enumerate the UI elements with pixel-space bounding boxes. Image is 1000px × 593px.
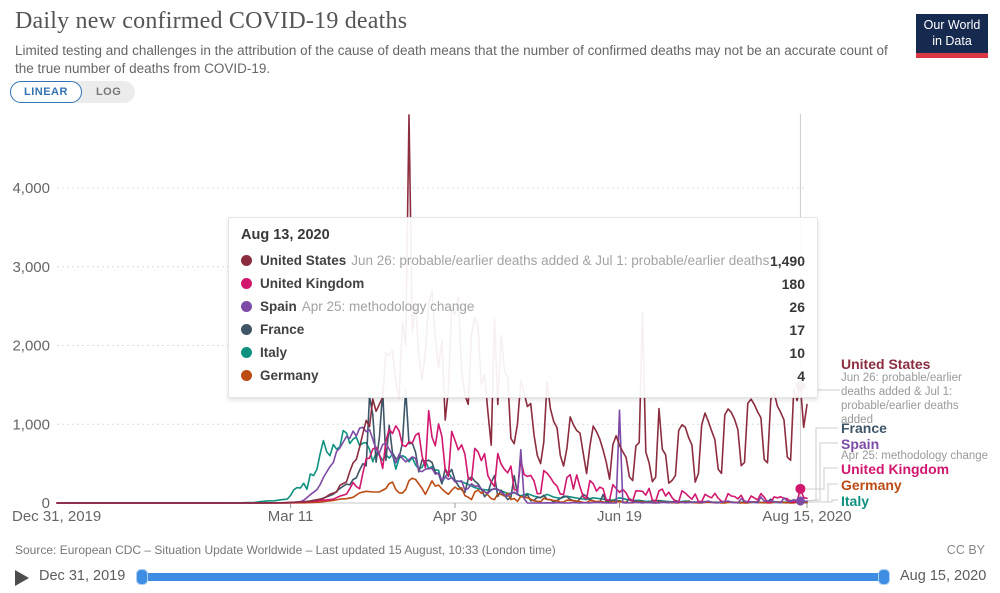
entity-note-spain: Apr 25: methodology change <box>841 450 989 462</box>
svg-text:0: 0 <box>42 495 50 512</box>
tooltip-date: Aug 13, 2020 <box>241 227 330 243</box>
tooltip-value: 1,490 <box>769 252 805 269</box>
svg-text:Aug 15, 2020: Aug 15, 2020 <box>762 508 851 525</box>
tooltip-row: United Kingdom 180 <box>241 272 805 295</box>
entity-label-germany[interactable]: Germany <box>841 477 902 493</box>
svg-text:Jun 19: Jun 19 <box>597 508 642 525</box>
tooltip-row: Spain Apr 25: methodology change 26 <box>241 295 805 318</box>
tooltip-value: 17 <box>789 321 805 338</box>
svg-text:4,000: 4,000 <box>12 180 50 197</box>
tooltip-note: Jun 26: probable/earlier deaths added & … <box>351 253 770 268</box>
hover-tooltip: Aug 13, 2020 United States Jun 26: proba… <box>228 217 818 398</box>
owid-logo-line1: Our World <box>923 18 981 32</box>
entity-label-spain[interactable]: Spain <box>841 436 880 452</box>
tooltip-note: Apr 25: methodology change <box>301 299 475 314</box>
chart-subtitle: Limited testing and challenges in the at… <box>15 43 888 76</box>
tooltip-country: Spain <box>260 299 297 314</box>
tooltip-country: Italy <box>260 345 288 360</box>
tooltip-row: Germany 4 <box>241 364 805 387</box>
source-note: Source: European CDC – Situation Update … <box>15 543 556 557</box>
tooltip-country: France <box>260 322 305 337</box>
tooltip-value: 4 <box>797 367 805 384</box>
tooltip-row: United States Jun 26: probable/earlier d… <box>241 249 805 272</box>
tooltip-country: United Kingdom <box>260 276 365 291</box>
scale-toggle: LINEAR LOG <box>10 81 136 103</box>
svg-text:Mar 11: Mar 11 <box>268 508 314 525</box>
svg-text:3,000: 3,000 <box>12 259 50 276</box>
svg-text:Dec 31, 2019: Dec 31, 2019 <box>12 508 101 525</box>
tooltip-value: 26 <box>789 298 805 315</box>
timeline-start-label: Dec 31, 2019 <box>39 568 126 584</box>
timeline-slider[interactable] <box>136 569 890 585</box>
timeline-handle-end[interactable] <box>878 569 890 585</box>
log-scale-button[interactable]: LOG <box>95 86 122 98</box>
timeline-end-label: Aug 15, 2020 <box>900 568 987 584</box>
entity-label-united-kingdom[interactable]: United Kingdom <box>841 461 950 477</box>
owid-logo[interactable]: Our World in Data <box>916 14 988 59</box>
tooltip-value: 180 <box>781 275 805 292</box>
series-dot-icon <box>241 255 252 266</box>
entity-label-united-states[interactable]: United States <box>841 356 931 372</box>
timeline-handle-start[interactable] <box>136 569 148 585</box>
tooltip-country: Germany <box>260 368 319 383</box>
series-dot-icon <box>241 370 252 381</box>
entity-label-italy[interactable]: Italy <box>841 493 870 509</box>
timeline-control: Dec 31, 2019 Aug 15, 2020 <box>0 564 1000 593</box>
play-icon[interactable] <box>15 570 29 586</box>
series-dot-icon <box>241 278 252 289</box>
tooltip-country: United States <box>260 253 347 268</box>
svg-text:2,000: 2,000 <box>12 338 50 355</box>
series-dot-icon <box>241 347 252 358</box>
page-title: Daily new confirmed COVID-19 deaths <box>15 8 408 34</box>
tooltip-row: France 17 <box>241 318 805 341</box>
linear-scale-button[interactable]: LINEAR <box>10 81 82 103</box>
entity-label-france[interactable]: France <box>841 420 887 436</box>
entity-note-united-states: Jun 26: probable/earlier deaths added & … <box>841 372 962 426</box>
series-dot-icon <box>241 301 252 312</box>
svg-text:1,000: 1,000 <box>12 416 50 433</box>
owid-logo-line2: in Data <box>932 33 972 48</box>
license-link[interactable]: CC BY <box>946 543 985 557</box>
tooltip-value: 10 <box>789 344 805 361</box>
tooltip-row: Italy 10 <box>241 341 805 364</box>
series-dot-icon <box>241 324 252 335</box>
svg-text:Apr 30: Apr 30 <box>433 508 477 525</box>
